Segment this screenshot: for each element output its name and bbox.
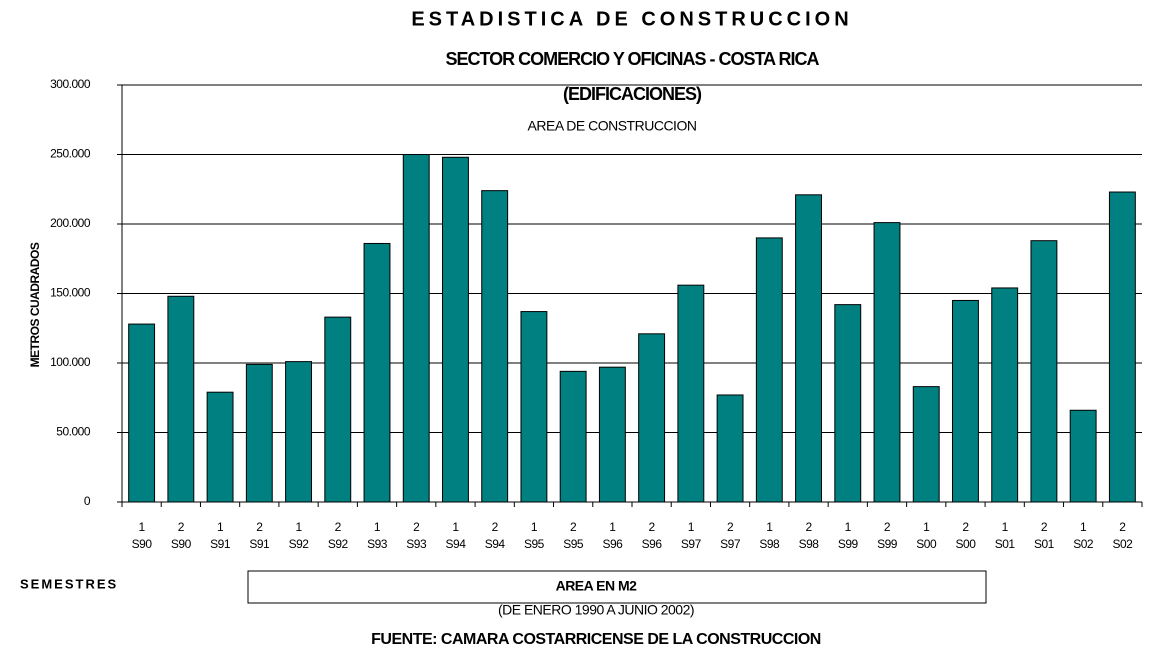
bar: [402, 154, 430, 503]
x-tick-label: 2 S01: [1034, 520, 1055, 551]
x-tick-label: 1 S96: [602, 520, 623, 551]
legend-box: [247, 570, 987, 604]
note: (DE ENERO 1990 A JUNIO 2002): [498, 602, 694, 618]
x-tick-label: 2 S95: [563, 520, 584, 551]
x-tick-label: 2 S92: [328, 520, 349, 551]
x-tick-label: 2 S00: [956, 520, 977, 551]
x-tick-label: 1 S01: [995, 520, 1016, 551]
y-tick-label: 0: [84, 494, 91, 508]
x-tick-label: 1 S00: [916, 520, 937, 551]
x-tick-label: 1 S94: [446, 520, 467, 551]
bar: [873, 222, 901, 503]
bar: [952, 299, 979, 503]
bar: [912, 386, 940, 503]
subtitle: (EDIFICACIONES): [563, 84, 702, 104]
x-tick-label: 2 S91: [249, 520, 270, 551]
bar: [1069, 409, 1097, 503]
x-tick-label: 2 S97: [720, 520, 741, 551]
bar: [442, 156, 469, 503]
bar: [638, 333, 666, 503]
bar: [559, 370, 587, 503]
x-tick-label: 1 S92: [289, 520, 310, 551]
bar: [755, 237, 783, 503]
bar: [598, 366, 626, 503]
bar: [795, 194, 822, 503]
x-tick-label: 2 S90: [171, 520, 192, 551]
subtitle: AREA DE CONSTRUCCION: [528, 118, 697, 134]
x-tick-label: 2 S98: [799, 520, 820, 551]
bar: [1108, 191, 1136, 503]
x-tick-label: 1 S97: [681, 520, 702, 551]
x-tick-label: 1 S02: [1073, 520, 1094, 551]
x-tick-label: 2 S94: [485, 520, 506, 551]
x-tick-label: 1 S91: [210, 520, 231, 551]
bar: [285, 361, 312, 503]
bar: [324, 316, 352, 503]
y-tick-label: 300.000: [50, 77, 91, 91]
bar: [481, 190, 509, 503]
bar: [991, 287, 1019, 503]
legend-label: AREA EN M2: [556, 578, 638, 594]
bar: [167, 295, 195, 503]
bar: [520, 311, 548, 503]
bar: [677, 284, 705, 503]
x-tick-label: 1 S95: [524, 520, 545, 551]
bar: [716, 394, 744, 503]
chart-title: ESTADISTICA DE CONSTRUCCION: [411, 8, 852, 30]
y-tick-label: 150.000: [50, 286, 91, 300]
x-tick-label: 2 S02: [1112, 520, 1133, 551]
x-tick-label: 1 S93: [367, 520, 388, 551]
bar: [363, 242, 391, 503]
x-tick-label: 1 S90: [132, 520, 153, 551]
y-axis-label: METROS CUADRADOS: [28, 242, 42, 367]
bar: [1030, 240, 1058, 503]
x-tick-label: 2 S93: [406, 520, 427, 551]
bar: [206, 391, 234, 503]
source: FUENTE: CAMARA COSTARRICENSE DE LA CONST…: [371, 631, 821, 648]
y-tick-label: 250.000: [50, 147, 91, 161]
bar: [128, 323, 156, 503]
y-tick-label: 200.000: [50, 216, 91, 230]
y-tick-label: 100.000: [50, 355, 91, 369]
x-axis-label: SEMESTRES: [20, 576, 118, 591]
subtitle: SECTOR COMERCIO Y OFICINAS - COSTA RICA: [445, 49, 819, 69]
x-tick-label: 2 S99: [877, 520, 898, 551]
bar: [245, 363, 273, 503]
x-tick-label: 2 S96: [642, 520, 663, 551]
x-tick-label: 1 S99: [838, 520, 859, 551]
bar: [834, 304, 862, 503]
x-tick-label: 1 S98: [759, 520, 780, 551]
y-tick-label: 50.000: [56, 425, 91, 439]
